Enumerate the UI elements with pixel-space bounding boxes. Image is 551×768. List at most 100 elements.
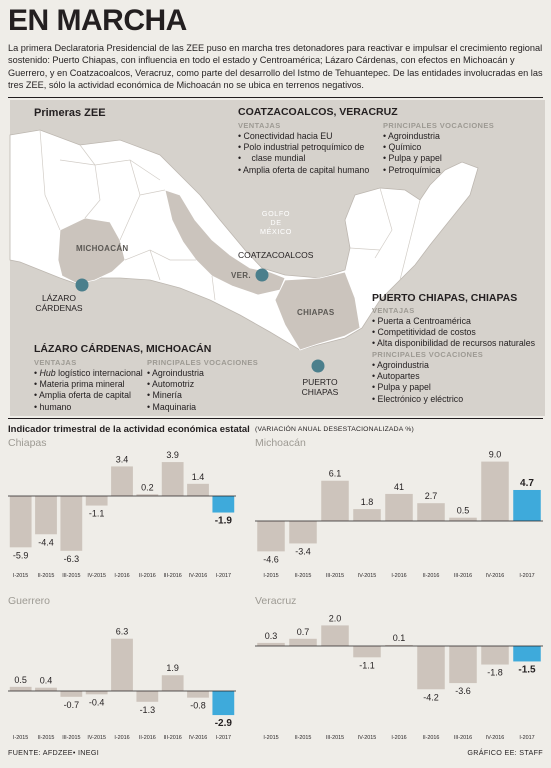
list-item: Amplia oferta de capital bbox=[34, 390, 144, 401]
chart-bar bbox=[35, 687, 57, 691]
chart-data-label: 2.7 bbox=[425, 491, 438, 501]
chart-data-label: -4.4 bbox=[38, 537, 54, 547]
chart-tick-label: II-2015 bbox=[295, 573, 312, 579]
chart-bar bbox=[60, 691, 83, 697]
chart-bar bbox=[161, 675, 184, 691]
chart-data-label: -3.4 bbox=[295, 546, 311, 556]
chart-data-label: 6.1 bbox=[329, 469, 342, 479]
list-item: Petroquímica bbox=[383, 165, 443, 176]
puerto-vocations-label: PRINCIPALES VOCACIONES bbox=[372, 350, 484, 359]
chiapas-label: CHIAPAS bbox=[297, 308, 335, 317]
chart-tick-label: III-2016 bbox=[164, 735, 182, 741]
lazaro-advantages: Hub logístico internacional Materia prim… bbox=[34, 368, 144, 413]
chart-tick-label: II-2015 bbox=[38, 573, 55, 579]
chart-bar bbox=[289, 521, 317, 544]
chart-tick-label: II-2016 bbox=[423, 735, 440, 741]
map-chiapas bbox=[274, 271, 361, 351]
chart-bar bbox=[161, 462, 184, 496]
list-item: Pulpa y papel bbox=[383, 153, 443, 164]
chart-data-label: -3.6 bbox=[455, 686, 471, 696]
puerto-title: PUERTO CHIAPAS, CHIAPAS bbox=[372, 292, 518, 304]
list-item: Polo industrial petroquímico de bbox=[238, 142, 373, 153]
chart-tick-label: III-2015 bbox=[326, 735, 344, 741]
chart-data-label: 0.7 bbox=[297, 627, 310, 637]
chart-data-label: -0.8 bbox=[190, 701, 206, 711]
chart-bar bbox=[385, 493, 413, 521]
chart-data-label: 3.4 bbox=[116, 454, 129, 464]
charts-area: Chiapas -5.9 I-2015 -4.4 II-2015 -6.3 III-2015… bbox=[8, 437, 543, 741]
list-item: Químico bbox=[383, 142, 443, 153]
list-item: Competitividad de costos bbox=[372, 327, 547, 338]
list-item: Materia prima mineral bbox=[34, 379, 144, 390]
chart-tick-label: IV-2016 bbox=[189, 573, 208, 579]
chart-tick-label: IV-2015 bbox=[358, 573, 377, 579]
list-item: Agroindustria bbox=[372, 360, 463, 371]
list-item: Puerta a Centroamérica bbox=[372, 316, 547, 327]
chart-data-label: 1.9 bbox=[166, 663, 179, 673]
chart-data-label: 0.2 bbox=[141, 482, 154, 492]
list-item: Alta disponibilidad de recursos naturale… bbox=[372, 338, 547, 349]
coatza-city-label: COATZACOALCOS bbox=[238, 250, 314, 260]
chart-bar bbox=[417, 503, 445, 521]
chart-data-label: 6.3 bbox=[116, 627, 129, 637]
veracruz-label: VER. bbox=[231, 271, 251, 280]
chart-tick-label: I-2015 bbox=[263, 735, 278, 741]
list-item: Agroindustria bbox=[147, 368, 207, 379]
list-item: Electrónico y eléctrico bbox=[372, 394, 464, 405]
chart-bar bbox=[449, 517, 477, 521]
chart-data-label: 4.7 bbox=[520, 478, 534, 489]
chart-tick-label: IV-2016 bbox=[486, 735, 505, 741]
chart-data-label: -4.2 bbox=[423, 692, 439, 702]
chart-bar bbox=[212, 691, 235, 716]
chart-bar bbox=[513, 489, 541, 521]
chart-tick-label: II-2015 bbox=[295, 735, 312, 741]
chart-data-label: -5.9 bbox=[13, 550, 29, 560]
chart-data-label: -1.3 bbox=[140, 705, 156, 715]
chart-tick-label: II-2015 bbox=[38, 735, 55, 741]
puerto-city-label: PUERTO CHIAPAS bbox=[301, 377, 339, 397]
chart-tick-label: III-2016 bbox=[164, 573, 182, 579]
chart-bar bbox=[187, 483, 209, 496]
chart-bar bbox=[481, 461, 509, 521]
chart-tick-label: I-2017 bbox=[216, 735, 231, 741]
chart-tick-label: IV-2015 bbox=[87, 573, 106, 579]
chart-tick-label: I-2017 bbox=[216, 573, 231, 579]
lazaro-cardenas-dot bbox=[75, 278, 89, 292]
chart-tick-label: IV-2015 bbox=[87, 735, 106, 741]
list-item: Minería bbox=[147, 390, 207, 401]
map-michoacan bbox=[57, 217, 126, 285]
charts-divider bbox=[8, 418, 543, 419]
chart-data-label: 1.4 bbox=[192, 472, 205, 482]
chart-tick-label: II-2016 bbox=[139, 735, 156, 741]
lazaro-vocations: Agroindustria Automotriz Minería Maquina… bbox=[147, 368, 207, 413]
chart-data-label: 41 bbox=[394, 482, 404, 492]
chart-bar bbox=[187, 691, 209, 698]
chart-data-label: 0.3 bbox=[265, 631, 278, 641]
page-title: EN MARCHA bbox=[8, 4, 187, 37]
chart-bar bbox=[257, 521, 285, 552]
chart-data-label: 9.0 bbox=[489, 450, 502, 460]
chart-data-label: 3.9 bbox=[166, 450, 179, 460]
chart-title: Chiapas bbox=[8, 437, 47, 449]
coatza-title: COATZACOALCOS, VERACRUZ bbox=[238, 106, 398, 118]
chart-data-label: -2.9 bbox=[215, 718, 233, 729]
list-item: Agroindustria bbox=[383, 131, 443, 142]
chart-data-label: 1.8 bbox=[361, 497, 374, 507]
chart-data-label: -1.9 bbox=[215, 516, 233, 527]
chart-data-label: -0.7 bbox=[64, 700, 80, 710]
chart-tick-label: I-2016 bbox=[391, 573, 406, 579]
chart-title: Michoacán bbox=[255, 437, 306, 449]
credit-note: GRÁFICO EE: STAFF bbox=[467, 748, 543, 757]
chart-title: Guerrero bbox=[8, 595, 50, 607]
chart-bar bbox=[353, 509, 381, 521]
list-item: Maquinaria bbox=[147, 402, 207, 413]
chart-bar bbox=[111, 638, 133, 691]
chart-data-label: 0.5 bbox=[14, 675, 27, 685]
chart-bar bbox=[9, 496, 32, 548]
chart-bar bbox=[321, 625, 349, 646]
chart-bar bbox=[9, 686, 32, 691]
lazaro-title: LÁZARO CÁRDENAS, MICHOACÁN bbox=[34, 343, 212, 355]
coatza-vocations: Agroindustria Químico Pulpa y papel Petr… bbox=[383, 131, 443, 176]
list-item: Amplia oferta de capital humano bbox=[238, 165, 373, 176]
chart-data-label: 0.5 bbox=[457, 506, 470, 516]
